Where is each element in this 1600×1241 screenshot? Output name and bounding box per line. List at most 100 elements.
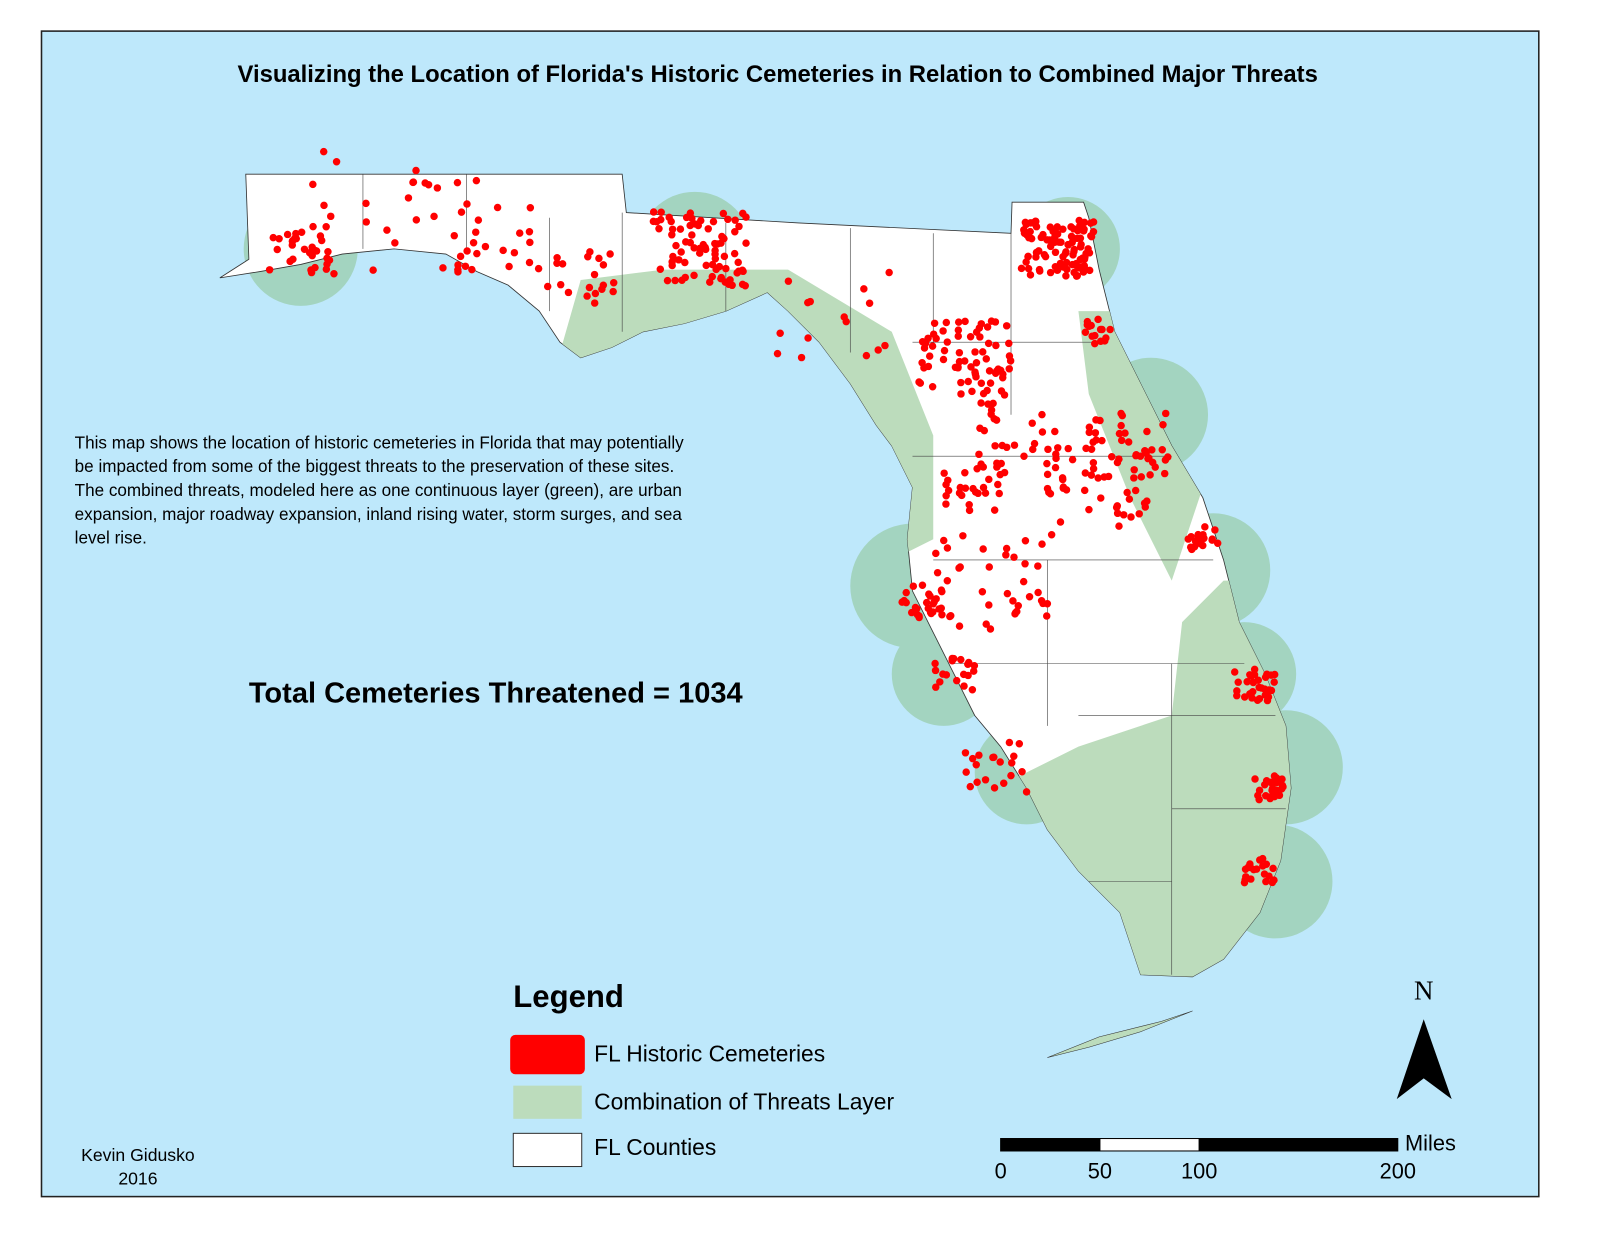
cemetery xyxy=(918,581,927,590)
cemetery xyxy=(1038,410,1046,419)
cemetery xyxy=(1024,252,1032,261)
cemetery xyxy=(454,268,462,276)
cemetery xyxy=(924,334,932,343)
cemetery xyxy=(1002,322,1011,330)
cemetery xyxy=(932,683,940,691)
cemetery xyxy=(973,778,981,786)
cemetery xyxy=(704,225,712,233)
cemetery xyxy=(404,194,413,202)
cemetery xyxy=(920,364,928,372)
description: This map shows the location of historic … xyxy=(75,433,684,547)
cemetery xyxy=(1051,463,1060,472)
cemetery xyxy=(525,258,534,267)
cemetery xyxy=(915,378,923,386)
cemetery xyxy=(955,357,964,366)
cemetery xyxy=(784,277,793,285)
cemetery xyxy=(454,261,462,269)
cemetery xyxy=(1021,537,1030,545)
cemetery xyxy=(1021,560,1029,568)
cemetery xyxy=(972,761,980,769)
legend-label: FL Counties xyxy=(594,1134,716,1160)
cemetery xyxy=(472,228,480,236)
cemetery xyxy=(1266,778,1275,787)
cemetery xyxy=(505,262,513,271)
cemetery xyxy=(1211,526,1219,534)
cemetery xyxy=(972,359,981,367)
cemetery xyxy=(1062,486,1071,494)
cemetery xyxy=(982,355,990,363)
cemetery xyxy=(1082,444,1090,453)
description-line: This map shows the location of historic … xyxy=(75,433,684,452)
cemetery xyxy=(992,416,1001,424)
cemetery xyxy=(1098,436,1106,445)
cemetery xyxy=(992,341,1000,350)
cemetery xyxy=(918,338,927,346)
cemetery xyxy=(474,216,483,224)
cemetery xyxy=(982,620,990,628)
cemetery xyxy=(332,157,341,166)
cemetery xyxy=(690,244,698,252)
cemetery xyxy=(1046,490,1055,498)
cemetery xyxy=(391,239,399,247)
cemetery xyxy=(742,239,750,247)
cemetery xyxy=(1121,429,1129,437)
cemetery xyxy=(1022,788,1031,796)
description-line: The combined threats, modeled here as on… xyxy=(75,481,682,500)
cemetery xyxy=(656,265,665,273)
cemetery xyxy=(928,383,937,391)
cemetery xyxy=(322,265,331,273)
cemetery xyxy=(668,225,677,234)
cemetery xyxy=(649,208,658,216)
cemetery xyxy=(959,532,967,540)
cemetery xyxy=(957,390,965,398)
cemetery xyxy=(288,241,297,249)
cemetery xyxy=(564,288,573,297)
cemetery xyxy=(911,603,920,612)
cemetery xyxy=(362,199,370,208)
cemetery xyxy=(1081,469,1090,477)
cemetery xyxy=(1007,771,1015,780)
cemetery xyxy=(1005,339,1013,348)
cemetery xyxy=(1130,474,1138,482)
cemetery xyxy=(1085,505,1093,514)
cemetery xyxy=(940,469,948,477)
cemetery xyxy=(1025,233,1033,242)
cemetery xyxy=(1052,237,1060,246)
cemetery xyxy=(1076,255,1085,264)
cemetery xyxy=(599,261,608,269)
cemetery xyxy=(956,483,965,492)
cemetery xyxy=(534,264,543,273)
cemetery xyxy=(1253,696,1262,705)
north-arrow xyxy=(1396,1019,1452,1100)
cemetery xyxy=(954,332,962,340)
florida-keys xyxy=(1047,1010,1193,1058)
cemetery xyxy=(663,276,672,285)
cemetery xyxy=(720,252,729,261)
cemetery xyxy=(969,667,978,675)
cemetery xyxy=(724,215,732,224)
cemetery xyxy=(985,475,993,484)
cemetery xyxy=(1254,676,1263,684)
cemetery xyxy=(1112,503,1121,512)
cemetery xyxy=(320,201,328,210)
cemetery xyxy=(330,270,338,278)
cemetery xyxy=(1072,272,1081,280)
cemetery xyxy=(1029,445,1037,454)
cemetery xyxy=(1044,445,1052,454)
cemetery xyxy=(1094,315,1102,324)
cemetery xyxy=(922,598,931,607)
cemetery xyxy=(430,212,438,221)
cemetery xyxy=(1097,494,1105,502)
cemetery xyxy=(269,233,277,242)
cemetery xyxy=(697,216,705,225)
cemetery xyxy=(543,282,552,291)
cemetery xyxy=(1091,339,1099,348)
cemetery xyxy=(1130,466,1138,474)
cemetery xyxy=(1160,469,1169,478)
cemetery xyxy=(1017,264,1026,273)
cemetery xyxy=(1034,588,1042,597)
cemetery xyxy=(719,209,728,218)
cemetery xyxy=(1208,536,1216,544)
cemetery xyxy=(957,378,965,387)
